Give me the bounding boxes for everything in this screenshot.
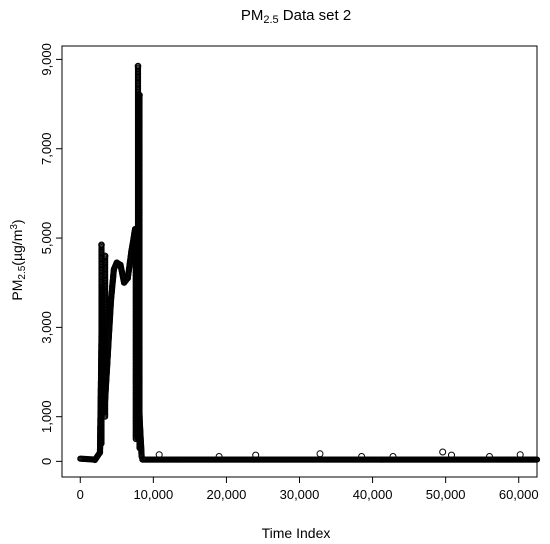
y-axis-label: PM2.5(µg/m3) [9, 219, 28, 300]
y-axis-label-unit: (µg/m [9, 230, 25, 266]
data-point-outlier [439, 448, 447, 456]
data-point-spike-peak [136, 91, 143, 99]
y-axis-label-superscript: 3 [9, 224, 20, 230]
data-point-outlier [486, 453, 493, 460]
data-points-layer [77, 62, 541, 464]
y-axis-label-close: ) [9, 219, 25, 224]
x-tick-label: 0 [77, 487, 84, 502]
data-point-outlier [252, 451, 260, 459]
x-tick-label: 30,000 [280, 487, 320, 502]
y-tick-label: 0 [39, 458, 54, 465]
y-tick-label: 1,000 [39, 400, 54, 433]
y-tick-label: 3,000 [39, 311, 54, 344]
chart-title: PM2.5 Data set 2 [241, 7, 351, 26]
chart-title-main: PM [241, 7, 264, 24]
y-axis: 0 1,000 3,000 5,000 7,000 9,000 [39, 43, 62, 465]
x-tick-label: 20,000 [207, 487, 247, 502]
y-tick-label: 7,000 [39, 132, 54, 165]
x-axis: 0 10,000 20,000 30,000 40,000 50,000 60,000 [77, 477, 539, 502]
x-axis-label: Time Index [262, 525, 331, 541]
x-tick-label: 60,000 [499, 487, 539, 502]
chart-title-subscript: 2.5 [263, 14, 278, 26]
x-tick-label: 50,000 [426, 487, 466, 502]
chart-title-rest: Data set 2 [279, 7, 352, 24]
data-point-outlier [516, 451, 524, 459]
y-axis-label-subscript: 2.5 [17, 265, 28, 279]
data-point-outlier [448, 451, 455, 459]
y-tick-label: 9,000 [39, 43, 54, 76]
x-tick-label: 10,000 [133, 487, 173, 502]
data-point-outlier [389, 453, 397, 460]
y-tick-label: 5,000 [39, 222, 54, 255]
data-point-outlier [215, 453, 223, 460]
data-point-outlier [316, 450, 324, 458]
data-point-outlier [358, 453, 366, 460]
data-point-outlier [155, 451, 163, 459]
data-point-spike-peak [98, 241, 105, 249]
data-point-spike-peak [101, 252, 109, 260]
y-axis-label-main: PM [9, 280, 25, 301]
data-point-spike-peak [134, 62, 142, 70]
x-tick-label: 40,000 [353, 487, 393, 502]
